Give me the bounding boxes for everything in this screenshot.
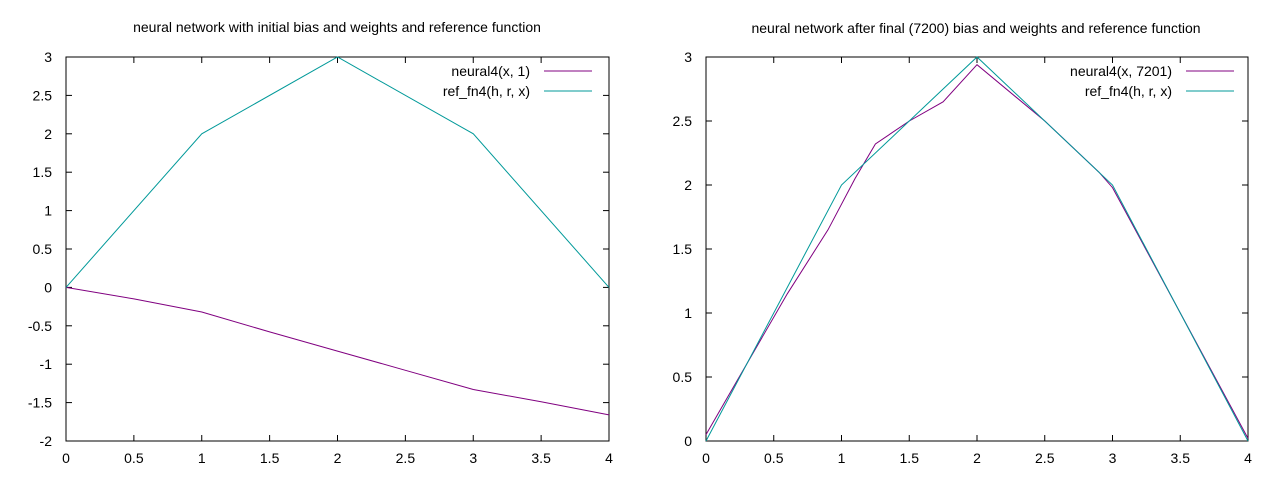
legend-label: ref_fn4(h, r, x) <box>1085 83 1172 99</box>
x-tick-label: 2.5 <box>396 450 416 466</box>
y-tick-label: 2 <box>44 126 52 142</box>
x-tick-label: 2 <box>973 450 981 466</box>
y-tick-label: 2.5 <box>33 87 53 103</box>
legend-label: neural4(x, 7201) <box>1070 63 1172 79</box>
chart-initial: neural network with initial bias and wei… <box>28 19 613 466</box>
x-tick-label: 0 <box>702 450 710 466</box>
plot-border <box>705 56 1249 442</box>
legend-label: ref_fn4(h, r, x) <box>443 83 530 99</box>
y-tick-label: -0.5 <box>28 318 52 334</box>
y-tick-label: 3 <box>44 49 52 65</box>
x-tick-label: 0 <box>62 450 70 466</box>
y-tick-label: -2 <box>40 433 53 449</box>
y-tick-label: 0 <box>44 279 52 295</box>
x-tick-label: 0.5 <box>124 450 144 466</box>
chart-final: neural network after final (7200) bias a… <box>673 20 1253 466</box>
x-tick-label: 1 <box>838 450 846 466</box>
y-tick-label: 2 <box>684 177 692 193</box>
x-tick-label: 1.5 <box>260 450 280 466</box>
chart-title: neural network with initial bias and wei… <box>133 19 541 35</box>
y-tick-label: 2.5 <box>673 113 693 129</box>
x-tick-label: 0.5 <box>764 450 784 466</box>
x-tick-label: 2 <box>334 450 342 466</box>
x-tick-label: 4 <box>1244 450 1252 466</box>
x-tick-label: 3 <box>469 450 477 466</box>
y-tick-label: 0.5 <box>673 369 693 385</box>
series-line-0 <box>705 64 1249 439</box>
y-tick-label: 1.5 <box>673 241 693 257</box>
x-tick-label: 4 <box>605 450 613 466</box>
y-tick-label: 1 <box>684 305 692 321</box>
x-tick-label: 3 <box>1109 450 1117 466</box>
legend-label: neural4(x, 1) <box>451 63 530 79</box>
x-tick-label: 1 <box>198 450 206 466</box>
y-tick-label: 0.5 <box>33 241 53 257</box>
x-tick-label: 2.5 <box>1035 450 1055 466</box>
y-tick-label: -1 <box>40 356 53 372</box>
plot-border <box>65 56 610 442</box>
y-tick-label: 0 <box>684 433 692 449</box>
y-tick-label: 1 <box>44 203 52 219</box>
y-tick-label: -1.5 <box>28 395 52 411</box>
chart-title: neural network after final (7200) bias a… <box>751 20 1200 36</box>
x-tick-label: 3.5 <box>531 450 551 466</box>
series-line-1 <box>705 56 1249 442</box>
y-tick-label: 3 <box>684 49 692 65</box>
series-line-1 <box>65 56 610 288</box>
x-tick-label: 3.5 <box>1171 450 1191 466</box>
series-line-0 <box>65 286 610 416</box>
y-tick-label: 1.5 <box>33 164 53 180</box>
x-tick-label: 1.5 <box>900 450 920 466</box>
